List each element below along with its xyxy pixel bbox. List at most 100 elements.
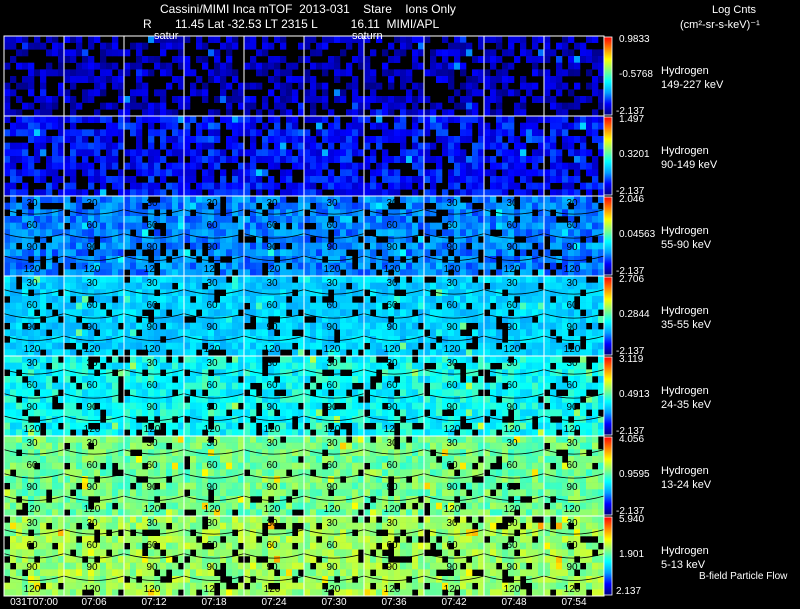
heatmap-cell	[154, 382, 161, 390]
heatmap-cell	[352, 229, 359, 237]
heatmap-cell	[208, 356, 215, 363]
heatmap-cell	[418, 176, 425, 183]
heatmap-cell	[274, 282, 281, 290]
heatmap-cell	[70, 136, 77, 143]
heatmap-cell	[580, 409, 587, 417]
heatmap-cell	[406, 376, 413, 383]
heatmap-cell	[418, 142, 425, 150]
heatmap-cell	[370, 389, 377, 397]
heatmap-cell	[196, 222, 203, 230]
heatmap-cell	[196, 142, 203, 150]
heatmap-cell	[172, 256, 179, 263]
heatmap-cell	[448, 309, 455, 317]
heatmap-cell	[352, 336, 359, 343]
heatmap-cell	[400, 396, 407, 403]
heatmap-cell	[292, 89, 299, 97]
heatmap-cell	[556, 149, 563, 157]
heatmap-cell	[208, 362, 215, 370]
heatmap-cell	[382, 296, 389, 303]
heatmap-cell	[376, 276, 383, 283]
heatmap-cell	[280, 69, 287, 77]
heatmap-cell	[592, 349, 599, 357]
heatmap-cell	[136, 56, 143, 63]
heatmap-cell	[172, 342, 179, 350]
heatmap-cell	[184, 362, 191, 370]
heatmap-cell	[250, 282, 257, 290]
heatmap-cell	[586, 216, 593, 223]
heatmap-cell	[232, 296, 239, 303]
heatmap-cell	[286, 376, 293, 383]
heatmap-cell	[280, 36, 287, 43]
heatmap-cell	[292, 316, 299, 323]
heatmap-cell	[64, 402, 71, 410]
heatmap-cell	[520, 169, 527, 177]
heatmap-cell	[208, 236, 215, 243]
heatmap-cell	[142, 356, 149, 363]
heatmap-cell	[148, 36, 155, 43]
heatmap-cell	[592, 382, 599, 390]
heatmap-cell	[304, 296, 311, 303]
heatmap-cell	[64, 36, 71, 43]
heatmap-cell	[238, 289, 245, 297]
heatmap-cell	[586, 169, 593, 177]
heatmap-cell	[328, 122, 335, 130]
heatmap-cell	[574, 389, 581, 397]
heatmap-cell	[574, 56, 581, 63]
heatmap-cell	[478, 42, 485, 50]
heatmap-cell	[202, 142, 209, 150]
heatmap-cell	[256, 356, 263, 363]
heatmap-cell	[154, 296, 161, 303]
heatmap-cell	[22, 369, 29, 377]
heatmap-cell	[400, 409, 407, 417]
heatmap-cell	[250, 336, 257, 343]
heatmap-cell	[286, 402, 293, 410]
heatmap-cell	[214, 309, 221, 317]
contour-label: 30	[326, 358, 338, 369]
heatmap-cell	[28, 336, 35, 343]
heatmap-cell	[268, 349, 275, 357]
heatmap-cell	[352, 36, 359, 43]
heatmap-cell	[226, 309, 233, 317]
heatmap-cell	[490, 109, 497, 117]
heatmap-cell	[106, 276, 113, 283]
heatmap-cell	[82, 89, 89, 97]
heatmap-cell	[286, 229, 293, 237]
heatmap-cell	[76, 229, 83, 237]
heatmap-cell	[82, 236, 89, 243]
heatmap-cell	[34, 302, 41, 310]
heatmap-cell	[388, 242, 395, 250]
heatmap-cell	[118, 429, 125, 437]
heatmap-cell	[190, 176, 197, 183]
heatmap-cell	[136, 82, 143, 90]
heatmap-cell	[586, 236, 593, 243]
heatmap-cell	[370, 402, 377, 410]
heatmap-cell	[448, 276, 455, 283]
heatmap-cell	[412, 249, 419, 257]
heatmap-cell	[70, 396, 77, 403]
heatmap-cell	[502, 362, 509, 370]
heatmap-cell	[454, 162, 461, 170]
heatmap-cell	[586, 316, 593, 323]
heatmap-cell	[148, 362, 155, 370]
heatmap-cell	[508, 76, 515, 83]
heatmap-cell	[142, 302, 149, 310]
heatmap-cell	[292, 269, 299, 277]
heatmap-cell	[238, 362, 245, 370]
heatmap-cell	[274, 416, 281, 423]
heatmap-cell	[460, 336, 467, 343]
heatmap-cell	[280, 296, 287, 303]
heatmap-cell	[274, 142, 281, 150]
heatmap-cell	[328, 136, 335, 143]
heatmap-cell	[100, 356, 107, 363]
heatmap-cell	[298, 109, 305, 117]
heatmap-cell	[412, 82, 419, 90]
heatmap-cell	[166, 249, 173, 257]
heatmap-cell	[532, 282, 539, 290]
heatmap-cell	[586, 262, 593, 270]
heatmap-cell	[172, 302, 179, 310]
heatmap-cell	[472, 396, 479, 403]
heatmap-cell	[208, 376, 215, 383]
heatmap-cell	[310, 402, 317, 410]
heatmap-cell	[442, 136, 449, 143]
heatmap-cell	[34, 209, 41, 217]
